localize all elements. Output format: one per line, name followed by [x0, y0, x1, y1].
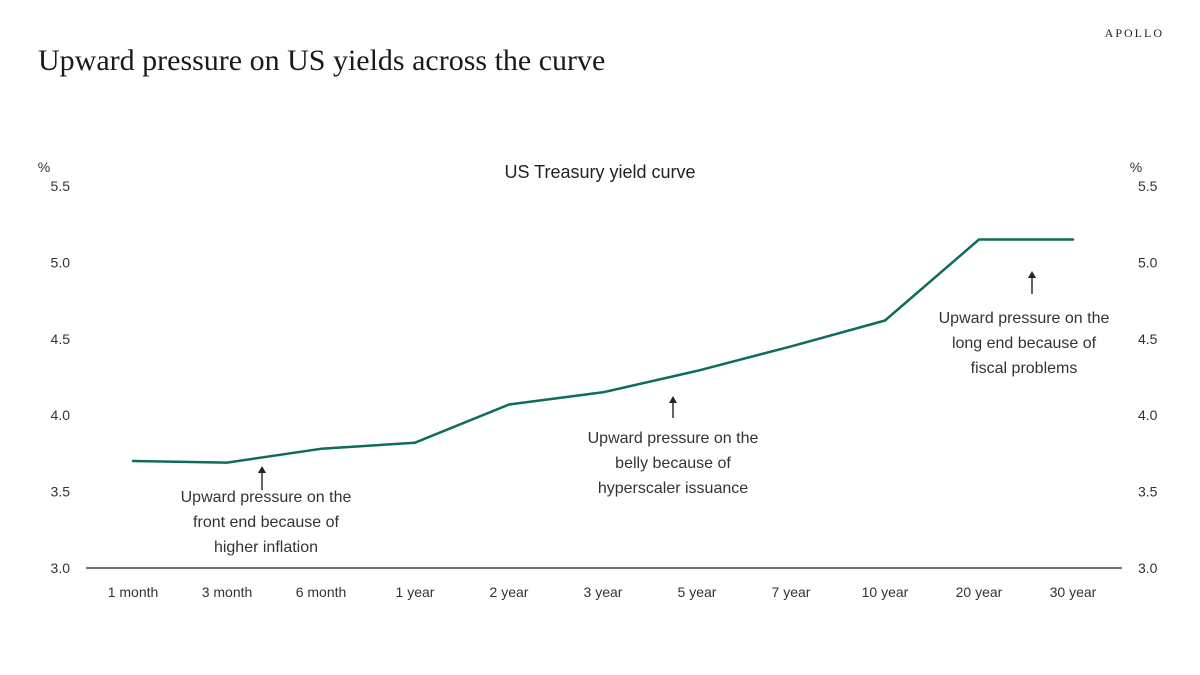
y-tick-label-left: 4.5 — [51, 331, 71, 347]
y-tick-label-left: 5.0 — [51, 254, 71, 270]
annotations-group: Upward pressure on the front end because … — [181, 271, 1110, 556]
y-tick-label-left: 5.5 — [51, 178, 71, 194]
annotation-2: Upward pressure on the belly because of hy… — [588, 396, 759, 497]
annotation-1: Upward pressure on the front end because … — [181, 466, 352, 556]
brand-logo: APOLLO — [1104, 26, 1164, 40]
y-tick-label-right: 4.5 — [1138, 331, 1158, 347]
x-tick-label: 20 year — [956, 584, 1003, 600]
x-tick-label: 3 month — [202, 584, 253, 600]
arrow-up-icon — [669, 396, 677, 403]
x-tick-label: 6 month — [296, 584, 347, 600]
annotation-3: Upward pressure on the long end because o… — [939, 271, 1110, 377]
y-tick-label-right: 4.0 — [1138, 407, 1158, 423]
x-tick-label: 1 month — [108, 584, 159, 600]
y-tick-label-right: 3.0 — [1138, 560, 1158, 576]
chart-title: US Treasury yield curve — [504, 162, 695, 182]
annotation-text-line: belly because of — [615, 455, 731, 472]
x-tick-label: 7 year — [772, 584, 811, 600]
annotation-text-line: Upward pressure on the — [588, 430, 759, 447]
y-unit-left: % — [38, 159, 50, 175]
arrow-up-icon — [1028, 271, 1036, 278]
x-tick-label: 5 year — [678, 584, 717, 600]
arrow-up-icon — [258, 466, 266, 473]
x-tick-label: 1 year — [396, 584, 435, 600]
yield-curve-line — [131, 238, 1075, 464]
annotation-text-line: front end because of — [193, 514, 339, 531]
annotation-text-line: higher inflation — [214, 539, 318, 556]
annotation-text-line: long end because of — [952, 335, 1097, 352]
page-title: Upward pressure on US yields across the … — [38, 44, 606, 77]
x-tick-label: 3 year — [584, 584, 623, 600]
x-tick-label: 30 year — [1050, 584, 1097, 600]
x-tick-label: 10 year — [862, 584, 909, 600]
y-tick-label-right: 3.5 — [1138, 484, 1158, 500]
axes-group: US Treasury yield curve% % 3.0 3.0 3.5 3.5 4.0… — [38, 159, 1158, 600]
y-tick-label-right: 5.5 — [1138, 178, 1158, 194]
y-unit-right: % — [1130, 159, 1142, 175]
annotation-text-line: fiscal problems — [971, 360, 1078, 377]
y-tick-label-left: 3.0 — [51, 560, 71, 576]
y-tick-label-left: 4.0 — [51, 407, 71, 423]
y-tick-label-right: 5.0 — [1138, 254, 1158, 270]
annotation-text-line: hyperscaler issuance — [598, 480, 748, 497]
annotation-text-line: Upward pressure on the — [181, 489, 352, 506]
annotation-text-line: Upward pressure on the — [939, 310, 1110, 327]
y-tick-label-left: 3.5 — [51, 484, 71, 500]
x-tick-label: 2 year — [490, 584, 529, 600]
series-group — [131, 238, 1075, 464]
